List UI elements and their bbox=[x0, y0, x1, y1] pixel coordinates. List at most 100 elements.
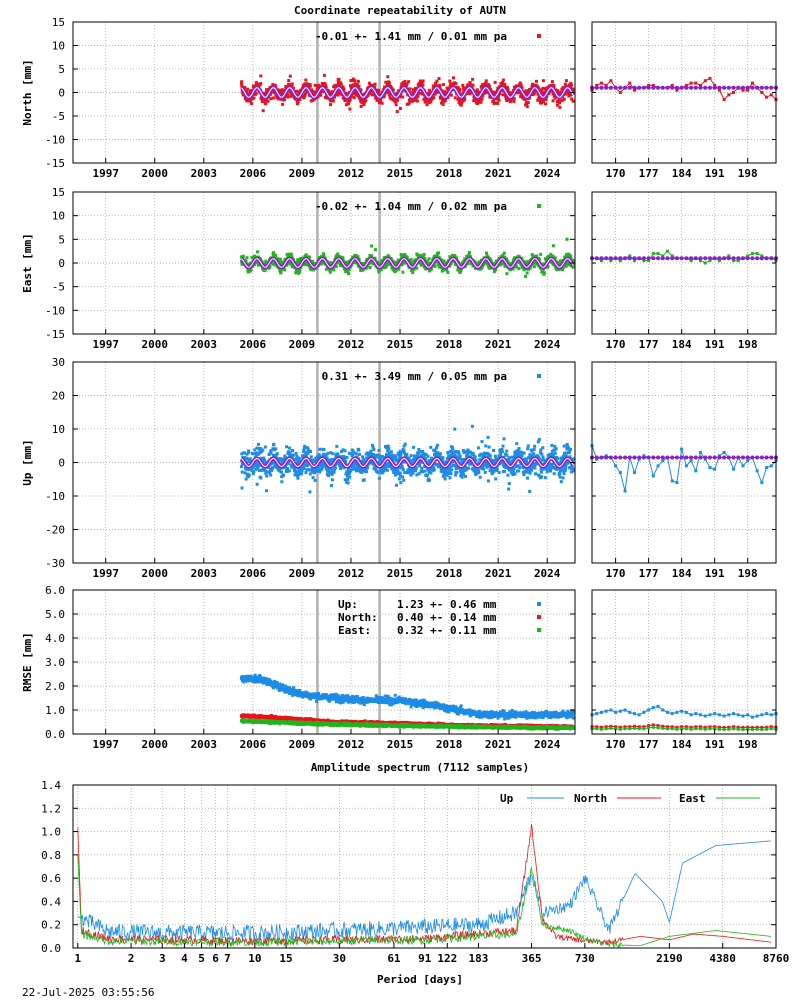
north-point bbox=[451, 84, 455, 88]
east-point bbox=[278, 257, 282, 261]
up-point bbox=[385, 468, 389, 472]
north-point bbox=[481, 83, 485, 87]
east-point bbox=[313, 261, 317, 265]
north-point bbox=[421, 79, 425, 83]
up-point bbox=[477, 470, 481, 474]
north-point bbox=[370, 93, 374, 97]
up-point bbox=[362, 478, 366, 482]
north-point bbox=[342, 87, 346, 91]
zoom-north-point bbox=[750, 81, 754, 85]
up-point bbox=[296, 476, 300, 480]
north-point bbox=[569, 85, 573, 89]
up-point bbox=[297, 473, 301, 477]
north-point bbox=[501, 78, 505, 82]
north-point bbox=[357, 94, 361, 98]
north-point bbox=[571, 99, 575, 103]
x-tick-label: 2018 bbox=[436, 167, 463, 180]
east-point bbox=[411, 271, 415, 275]
north-point bbox=[541, 86, 545, 90]
north-point bbox=[303, 94, 307, 98]
up-point bbox=[294, 451, 298, 455]
north-point bbox=[541, 79, 545, 83]
east-point bbox=[505, 272, 509, 276]
north-point bbox=[273, 84, 277, 88]
north-point bbox=[252, 96, 256, 100]
north-point bbox=[341, 86, 345, 90]
x-tick-label: 2015 bbox=[387, 167, 414, 180]
north-point bbox=[459, 103, 463, 107]
up-point bbox=[287, 446, 291, 450]
north-point bbox=[302, 96, 306, 100]
up-point bbox=[326, 451, 330, 455]
up-point bbox=[357, 448, 361, 452]
north-point bbox=[424, 100, 428, 104]
up-point bbox=[311, 476, 315, 480]
east-point bbox=[437, 251, 441, 255]
east-point bbox=[274, 254, 278, 258]
zoom-north-point bbox=[618, 91, 622, 94]
north-point bbox=[280, 91, 284, 95]
north-point bbox=[303, 92, 307, 96]
x-tick-label: 2024 bbox=[534, 338, 561, 351]
north-point bbox=[509, 99, 513, 103]
north-point bbox=[458, 87, 462, 91]
x-tick-label: 2015 bbox=[387, 338, 414, 351]
up-point bbox=[397, 477, 401, 481]
north-point bbox=[354, 83, 358, 87]
up-point bbox=[331, 452, 335, 456]
north-point bbox=[337, 77, 341, 81]
east-point bbox=[427, 257, 431, 261]
north-point bbox=[299, 88, 303, 92]
x-tick-label: 2009 bbox=[289, 338, 316, 351]
north-point bbox=[327, 90, 331, 94]
east-point bbox=[321, 252, 325, 256]
up-point bbox=[429, 471, 433, 475]
north-point bbox=[474, 89, 478, 93]
north-point bbox=[314, 90, 318, 94]
north-point bbox=[473, 97, 477, 101]
up-point bbox=[443, 477, 447, 481]
north-point bbox=[269, 97, 273, 101]
zoom-north-point bbox=[760, 91, 764, 94]
north-point bbox=[448, 79, 452, 83]
north-point bbox=[286, 95, 290, 99]
north-point bbox=[265, 88, 269, 92]
north-point bbox=[501, 93, 505, 97]
zoom-x-tick-label: 191 bbox=[705, 338, 725, 351]
north-point bbox=[330, 90, 334, 94]
north-point bbox=[343, 99, 347, 103]
north-point bbox=[468, 92, 472, 96]
up-point bbox=[269, 473, 273, 477]
north-point bbox=[344, 103, 348, 107]
north-point bbox=[526, 101, 530, 105]
north-point bbox=[416, 94, 420, 98]
north-point bbox=[391, 88, 395, 92]
y-tick-label: 15 bbox=[52, 16, 65, 29]
north-point bbox=[556, 90, 560, 94]
north-point bbox=[433, 92, 437, 96]
north-point bbox=[501, 81, 505, 85]
up-point bbox=[455, 470, 459, 474]
up-point bbox=[343, 478, 347, 482]
up-point bbox=[454, 473, 458, 477]
north-point bbox=[387, 84, 391, 88]
zoom-x-tick-label: 177 bbox=[639, 338, 659, 351]
north-point bbox=[398, 107, 402, 111]
up-point bbox=[348, 475, 352, 479]
up-point bbox=[452, 464, 456, 468]
north-point bbox=[433, 81, 437, 85]
east-point bbox=[310, 259, 314, 263]
east-point bbox=[304, 255, 308, 259]
zoom-north-point bbox=[595, 83, 599, 87]
north-point bbox=[427, 88, 431, 92]
north-point bbox=[352, 83, 356, 87]
up-point bbox=[377, 476, 381, 480]
north-point bbox=[413, 98, 417, 102]
up-point bbox=[420, 466, 424, 470]
north-point bbox=[332, 95, 336, 99]
east-point bbox=[517, 267, 521, 271]
up-point bbox=[389, 450, 393, 454]
up-point bbox=[330, 478, 334, 482]
up-point bbox=[255, 482, 259, 486]
